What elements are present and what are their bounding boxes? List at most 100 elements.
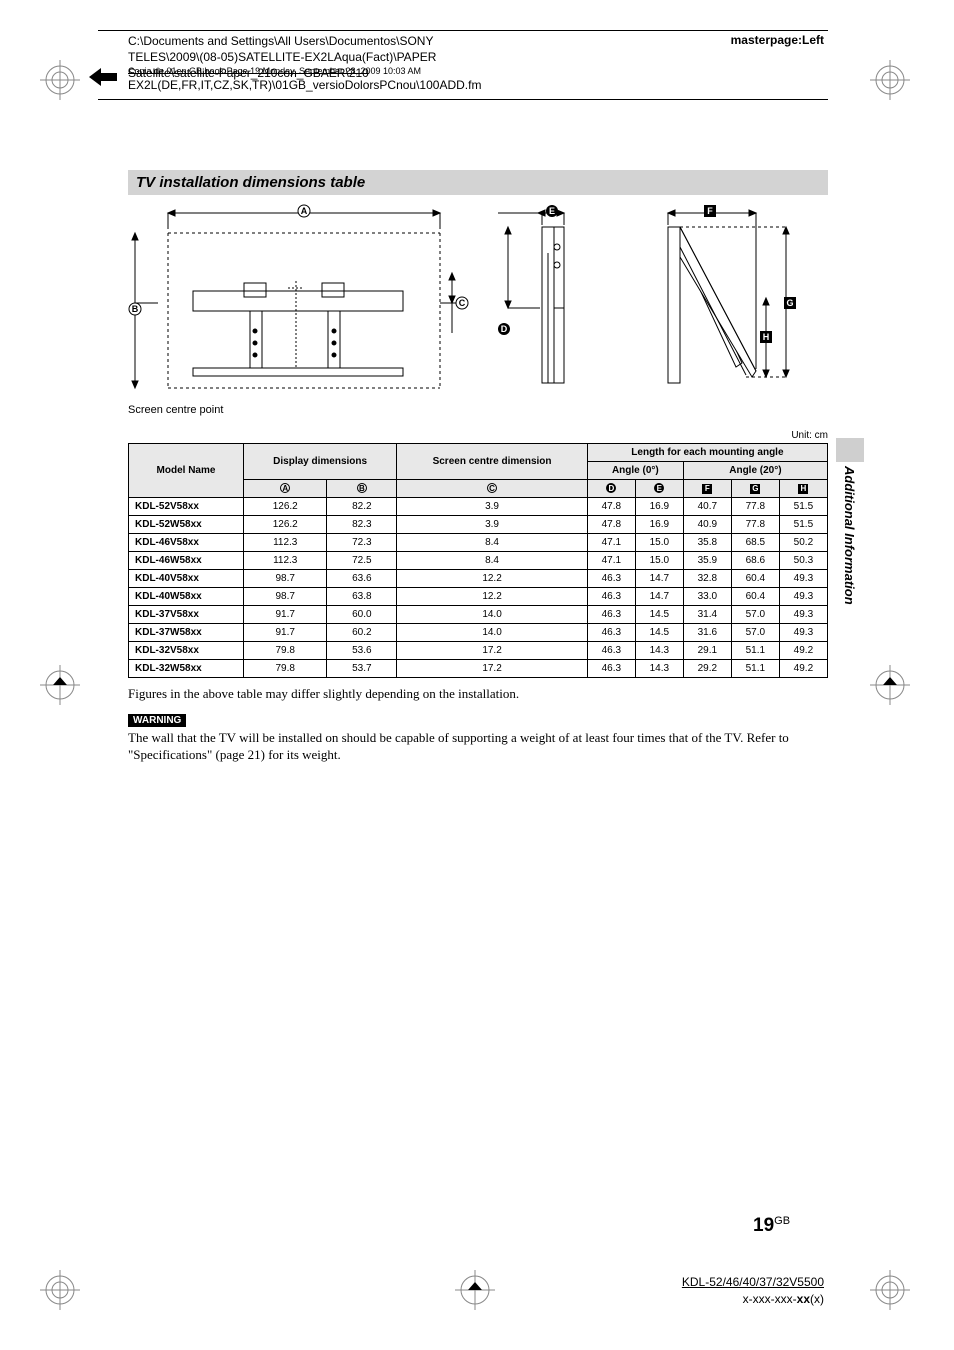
cell-a: 126.2 [244,516,327,534]
cell-c: 17.2 [397,660,588,678]
cell-a: 98.7 [244,570,327,588]
cell-c: 8.4 [397,534,588,552]
crop-mark-bc [455,1270,495,1310]
cell-c: 12.2 [397,570,588,588]
unit-label: Unit: cm [128,430,828,441]
cell-f: 35.9 [683,552,731,570]
cell-b: 60.0 [327,606,397,624]
cell-f: 29.1 [683,642,731,660]
dimension-diagrams: A B C D E F G H [128,203,828,398]
cell-a: 91.7 [244,624,327,642]
cell-model: KDL-46V58xx [129,534,244,552]
table-row: KDL-52W58xx126.282.33.947.816.940.977.85… [129,516,828,534]
section-title: TV installation dimensions table [128,170,828,195]
cell-model: KDL-32W58xx [129,660,244,678]
cell-h: 50.2 [779,534,827,552]
cell-h: 49.2 [779,660,827,678]
cell-e: 14.7 [635,570,683,588]
col-h: H [779,480,827,498]
table-row: KDL-46W58xx112.372.58.447.115.035.968.65… [129,552,828,570]
cell-b: 82.2 [327,498,397,516]
cell-h: 50.3 [779,552,827,570]
crop-mark-ml [40,665,80,705]
cell-g: 68.5 [731,534,779,552]
table-row: KDL-37W58xx91.760.214.046.314.531.657.04… [129,624,828,642]
cell-model: KDL-40V58xx [129,570,244,588]
cell-g: 77.8 [731,498,779,516]
svg-text:F: F [707,206,713,216]
cell-b: 72.3 [327,534,397,552]
cell-b: 60.2 [327,624,397,642]
col-display: Display dimensions [244,444,397,480]
table-row: KDL-40W58xx98.763.812.246.314.733.060.44… [129,588,828,606]
cell-model: KDL-52V58xx [129,498,244,516]
svg-text:A: A [301,206,308,216]
cell-model: KDL-37V58xx [129,606,244,624]
cell-h: 51.5 [779,516,827,534]
col-screen: Screen centre dimension [397,444,588,480]
col-a: A [244,480,327,498]
cell-e: 14.7 [635,588,683,606]
cell-d: 47.1 [587,552,635,570]
cell-c: 14.0 [397,606,588,624]
cell-e: 14.3 [635,642,683,660]
cell-e: 14.3 [635,660,683,678]
cell-f: 35.8 [683,534,731,552]
col-c: C [397,480,588,498]
col-f: F [683,480,731,498]
footer-model-info: KDL-52/46/40/37/32V5500 x-xxx-xxx-xx(x) [682,1274,824,1308]
col-b: B [327,480,397,498]
cell-d: 47.8 [587,516,635,534]
crop-mark-tl [40,60,80,100]
cell-a: 126.2 [244,498,327,516]
cell-h: 51.5 [779,498,827,516]
cell-h: 49.3 [779,606,827,624]
sidebar-tab: Additional Information [836,438,864,758]
table-row: KDL-46V58xx112.372.38.447.115.035.868.55… [129,534,828,552]
cell-b: 63.6 [327,570,397,588]
cell-c: 12.2 [397,588,588,606]
cell-g: 51.1 [731,642,779,660]
table-row: KDL-37V58xx91.760.014.046.314.531.457.04… [129,606,828,624]
cell-g: 77.8 [731,516,779,534]
col-model: Model Name [129,444,244,498]
crop-mark-br [870,1270,910,1310]
cell-d: 46.3 [587,606,635,624]
sidebar-label: Additional Information [842,466,857,605]
col-d: D [587,480,635,498]
svg-text:E: E [549,206,555,216]
cell-e: 14.5 [635,624,683,642]
cell-model: KDL-52W58xx [129,516,244,534]
cell-h: 49.2 [779,642,827,660]
cell-d: 47.1 [587,534,635,552]
cell-b: 63.8 [327,588,397,606]
cell-g: 60.4 [731,588,779,606]
cell-f: 31.6 [683,624,731,642]
table-footnote: Figures in the above table may differ sl… [128,686,828,702]
cell-f: 29.2 [683,660,731,678]
cell-b: 82.3 [327,516,397,534]
col-e: E [635,480,683,498]
table-row: KDL-52V58xx126.282.23.947.816.940.777.85… [129,498,828,516]
col-angle20: Angle (20°) [683,462,827,480]
svg-text:H: H [763,332,770,342]
cell-e: 15.0 [635,534,683,552]
tab-marker [836,438,864,462]
cell-a: 112.3 [244,534,327,552]
cell-h: 49.3 [779,624,827,642]
cell-d: 46.3 [587,624,635,642]
cell-g: 57.0 [731,606,779,624]
cell-a: 112.3 [244,552,327,570]
cell-e: 16.9 [635,498,683,516]
cell-f: 33.0 [683,588,731,606]
cell-g: 51.1 [731,660,779,678]
cell-d: 46.3 [587,570,635,588]
svg-text:G: G [786,298,793,308]
cell-b: 72.5 [327,552,397,570]
cell-d: 46.3 [587,660,635,678]
cell-f: 40.9 [683,516,731,534]
cell-a: 79.8 [244,660,327,678]
cell-a: 79.8 [244,642,327,660]
cell-f: 40.7 [683,498,731,516]
cell-e: 14.5 [635,606,683,624]
